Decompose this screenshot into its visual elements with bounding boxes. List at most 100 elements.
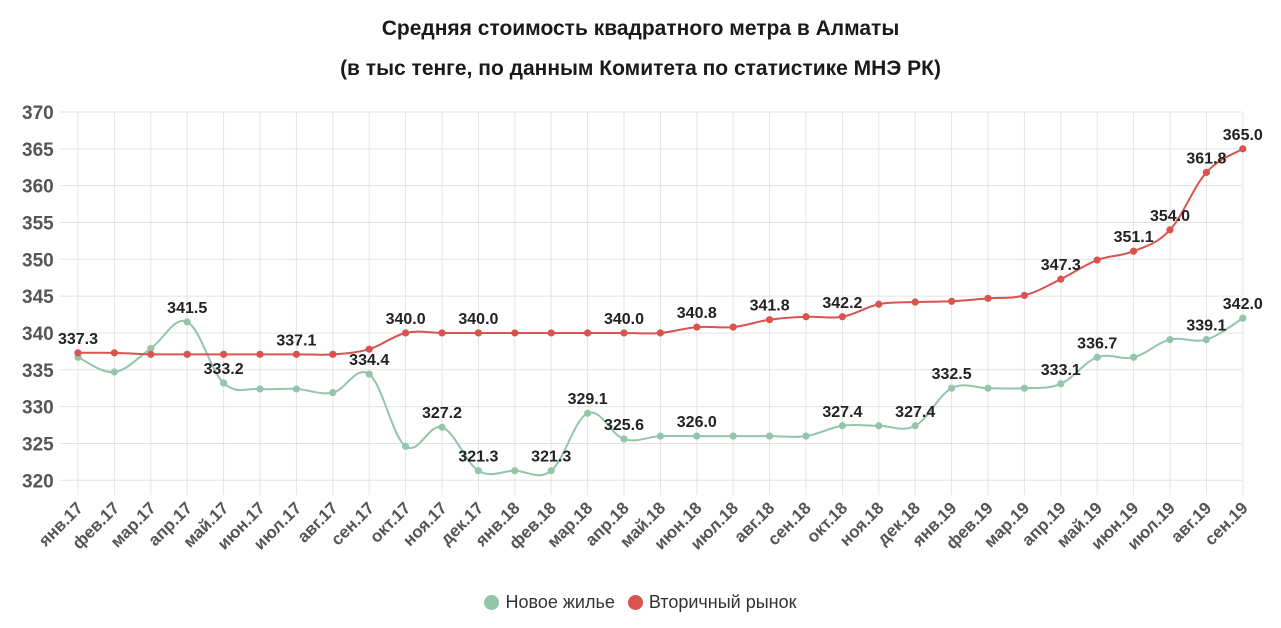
data-point-new-housing [365,370,373,378]
data-label-new-housing: 325.6 [604,417,644,434]
data-point-new-housing [402,442,410,450]
legend-marker-new-housing [484,595,500,610]
data-point-secondary-market [474,329,482,337]
data-point-new-housing [911,422,919,430]
data-label-secondary-market: 340.0 [386,311,426,328]
data-label-new-housing: 339.1 [1186,318,1226,335]
data-point-secondary-market [911,298,919,306]
data-point-secondary-market [584,329,592,337]
data-label-secondary-market: 337.1 [276,332,316,349]
data-point-secondary-market [511,329,519,337]
data-point-secondary-market [656,329,665,337]
data-label-secondary-market: 351.1 [1114,229,1154,246]
chart-subtitle: (в тыс тенге, по данным Комитета по стат… [340,57,941,80]
data-point-new-housing [329,389,337,397]
data-point-secondary-market [693,323,701,331]
data-point-new-housing [220,379,228,387]
data-label-new-housing: 326.0 [677,414,717,431]
data-point-new-housing [1202,335,1210,344]
data-point-secondary-market [620,329,628,337]
data-point-new-housing [511,467,519,475]
data-point-new-housing [474,467,482,475]
legend-item-new-housing[interactable]: Новое жилье [484,592,615,613]
data-label-new-housing: 333.2 [204,361,244,378]
data-point-secondary-market [948,297,956,305]
data-point-new-housing [438,423,446,431]
data-point-new-housing [147,344,155,353]
data-point-new-housing [183,318,191,326]
data-label-secondary-market: 354.0 [1150,208,1190,225]
data-point-secondary-market [329,350,337,358]
data-point-secondary-market [984,294,992,302]
data-point-new-housing [875,422,883,430]
legend-item-secondary-market[interactable]: Вторичный рынок [627,592,797,613]
data-point-secondary-market [1057,275,1065,283]
y-tick-label: 340 [22,324,54,345]
data-point-secondary-market [1166,226,1174,234]
data-label-secondary-market: 341.8 [750,298,790,315]
legend-marker-secondary-market [627,595,643,610]
data-point-new-housing [766,432,774,440]
data-point-secondary-market [256,350,264,358]
data-label-secondary-market: 337.3 [58,331,98,348]
data-label-new-housing: 327.2 [422,405,462,422]
data-label-new-housing: 333.1 [1041,362,1081,379]
data-label-new-housing: 334.4 [349,352,389,369]
data-point-secondary-market [110,349,118,357]
data-point-new-housing [256,385,264,393]
data-point-new-housing [1057,380,1065,388]
data-label-new-housing: 327.4 [895,404,935,421]
data-point-new-housing [802,432,810,440]
y-tick-label: 345 [22,287,54,308]
y-tick-label: 320 [22,471,54,492]
data-label-new-housing: 327.4 [822,404,862,421]
data-label-new-housing: 342.0 [1223,296,1263,313]
data-point-new-housing [984,384,992,392]
data-point-new-housing [1020,384,1028,392]
data-point-new-housing [656,432,665,440]
legend-label-secondary-market: Вторичный рынок [648,592,797,612]
data-point-new-housing [693,432,701,440]
data-point-new-housing [1166,335,1174,344]
data-point-new-housing [110,368,118,376]
data-point-secondary-market [292,350,300,358]
data-point-new-housing [948,384,956,392]
series-line-new-housing [77,317,1244,477]
data-label-new-housing: 336.7 [1077,335,1117,352]
data-label-secondary-market: 342.2 [822,295,862,312]
data-label-secondary-market: 340.0 [604,311,644,328]
data-point-new-housing [620,435,628,443]
data-label-secondary-market: 347.3 [1041,257,1081,274]
data-point-secondary-market [147,350,155,358]
data-label-new-housing: 329.1 [568,391,608,408]
data-point-secondary-market [183,350,191,358]
data-point-secondary-market [1093,256,1101,264]
data-point-secondary-market [547,329,555,337]
data-point-secondary-market [729,323,737,331]
data-point-secondary-market [1202,168,1210,176]
data-point-new-housing [1093,353,1101,361]
data-label-new-housing: 341.5 [167,300,207,317]
data-point-secondary-market [802,313,810,321]
data-point-new-housing [584,409,592,417]
y-tick-label: 365 [22,140,54,161]
data-point-secondary-market [220,350,228,358]
data-point-secondary-market [1020,291,1028,299]
data-point-secondary-market [402,329,410,337]
data-label-secondary-market: 361.8 [1186,150,1226,167]
y-tick-label: 370 [22,103,54,124]
data-point-secondary-market [1130,247,1138,255]
data-point-secondary-market [365,345,373,353]
data-point-new-housing [1130,353,1138,361]
data-point-secondary-market [875,300,883,308]
y-tick-label: 325 [22,434,54,455]
data-label-secondary-market: 365.0 [1223,127,1263,144]
data-point-secondary-market [1239,145,1247,153]
data-point-new-housing [547,467,555,475]
data-point-new-housing [838,422,847,430]
data-label-new-housing: 321.3 [531,449,571,466]
data-point-secondary-market [438,329,446,337]
chart-title: Средняя стоимость квадратного метра в Ал… [381,17,900,40]
y-tick-label: 350 [22,250,54,271]
